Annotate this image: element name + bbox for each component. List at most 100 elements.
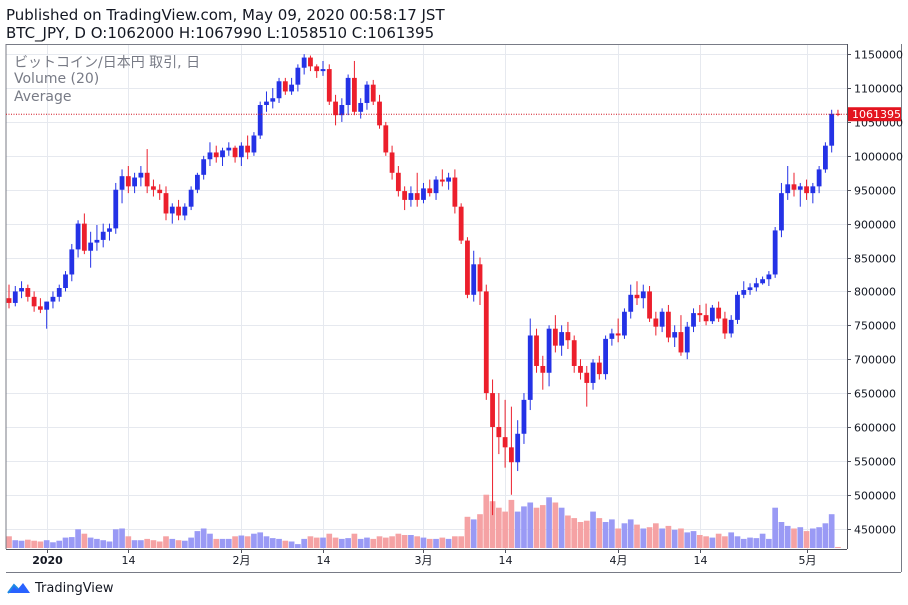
volume-bar: [163, 536, 169, 548]
y-tick-label: 750000: [854, 320, 896, 333]
volume-bar: [244, 536, 251, 548]
candle-body: [804, 186, 809, 194]
volume-bar: [339, 538, 345, 548]
volume-bar: [389, 536, 395, 548]
candle-body: [182, 206, 188, 216]
candle-body: [527, 335, 533, 400]
volume-bar: [609, 519, 615, 548]
legend-title: ビットコイン/日本円 取引, 日: [14, 55, 201, 71]
volume-bar: [489, 501, 496, 548]
x-tick-label: 2020: [32, 554, 63, 567]
candle-body: [213, 152, 219, 158]
volume-bar: [288, 541, 295, 548]
volume-bar: [696, 535, 703, 548]
candle-body: [257, 105, 263, 136]
candle-body: [496, 426, 502, 438]
volume-bar: [822, 523, 829, 548]
volume-bar: [439, 537, 446, 548]
volume-bar: [345, 538, 351, 548]
candle-body: [63, 274, 68, 289]
volume-bar: [364, 537, 370, 548]
grid: [6, 44, 847, 549]
candle-body: [31, 296, 37, 307]
volume-bar: [753, 538, 760, 548]
y-tick-label: 1000000: [854, 151, 903, 164]
candle-body: [810, 186, 816, 194]
volume-bar: [144, 538, 150, 548]
y-tick-label: 500000: [854, 490, 896, 503]
x-axis-ticks: 2020 14 2月 14 3月 14 4月 14 5月: [32, 549, 817, 567]
volume-bar: [401, 535, 408, 548]
volume-bar: [634, 524, 640, 548]
candle-body: [584, 372, 590, 383]
candle-body: [722, 318, 728, 334]
candle-body: [490, 393, 495, 427]
candle-body: [314, 66, 320, 72]
ohlc-values: O:1062000 H:1067990 L:1058510 C:1061395: [90, 24, 435, 42]
volume-bar: [477, 514, 483, 548]
volume-bar: [615, 528, 621, 548]
candle-body: [697, 313, 703, 316]
candle-body: [446, 177, 451, 182]
volume-bar: [175, 540, 182, 548]
volume-bar: [715, 533, 722, 548]
volume-bar: [194, 531, 201, 548]
candle-body: [521, 399, 527, 434]
candle-body: [684, 326, 690, 353]
volume-bar: [772, 507, 778, 548]
volume-bar: [282, 540, 289, 548]
volume-bar: [188, 537, 194, 548]
volume-bar: [320, 537, 326, 548]
candle-body: [716, 307, 722, 319]
volume-bar: [6, 536, 12, 548]
candle-body: [640, 291, 646, 299]
candle-body: [69, 249, 75, 275]
volume-bar: [75, 529, 81, 548]
published-header: Published on TradingView.com, May 09, 20…: [6, 6, 445, 24]
current-price-tag: [848, 107, 901, 122]
volume-bar: [778, 522, 785, 548]
candle-body: [188, 189, 194, 207]
volume-bar: [200, 528, 207, 548]
volume-bar: [684, 532, 691, 548]
candle-body: [44, 301, 50, 310]
volume-bar: [709, 537, 716, 548]
volume-bar: [458, 536, 464, 548]
legend-average: Average: [14, 89, 72, 105]
volume-bar: [602, 522, 609, 548]
candle-body: [201, 159, 207, 175]
volume-bar: [496, 507, 502, 548]
candle-body: [427, 188, 433, 194]
candle-body: [772, 230, 778, 275]
volume-bars: [6, 494, 841, 548]
candle-body: [345, 77, 351, 105]
y-tick-label: 900000: [854, 219, 896, 232]
candle-body: [358, 102, 364, 112]
candle-body: [747, 287, 753, 291]
candle-body: [113, 189, 119, 229]
volume-bar: [408, 535, 414, 548]
candle-body: [207, 152, 213, 160]
candle-body: [238, 145, 244, 158]
volume-bar: [119, 528, 125, 548]
x-tick-label: 14: [499, 554, 513, 567]
volume-bar: [269, 538, 276, 548]
volume-bar: [156, 541, 163, 548]
volume-bar: [464, 516, 471, 548]
volume-bar: [583, 520, 590, 548]
candle-body: [703, 315, 709, 322]
x-tick-label: 2月: [233, 554, 251, 567]
volume-bar: [690, 531, 697, 548]
volume-bar: [747, 537, 753, 548]
candle-body: [232, 147, 238, 158]
volume-bar: [232, 536, 238, 548]
candle-body: [414, 193, 420, 200]
candle-body: [659, 311, 665, 327]
candle-body: [766, 274, 772, 280]
candle-body: [735, 294, 740, 320]
candle-body: [559, 332, 565, 346]
candle-body: [320, 69, 326, 72]
tradingview-logo[interactable]: TradingView: [7, 578, 114, 598]
current-price-label: 1061395: [852, 108, 901, 121]
